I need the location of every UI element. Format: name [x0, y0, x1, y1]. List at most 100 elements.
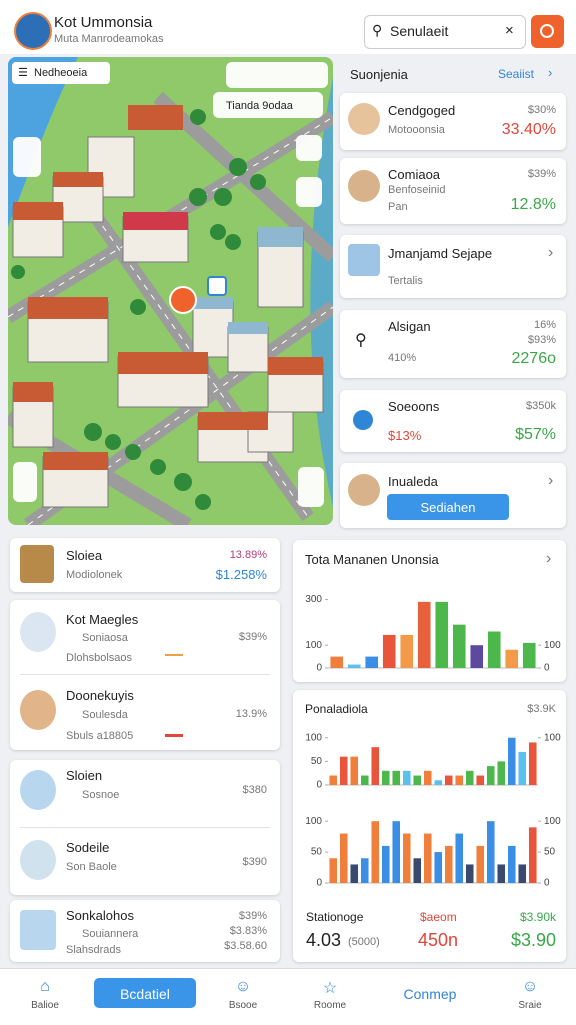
avatar: [348, 103, 380, 135]
card-value: $57%: [515, 426, 556, 443]
clear-button[interactable]: ×: [505, 22, 514, 39]
card-value: 33.40%: [501, 121, 556, 138]
button-icon: [540, 24, 554, 38]
icon: [20, 910, 56, 950]
icon: ⚲: [355, 332, 367, 349]
avatar: [20, 612, 56, 652]
stat-title: Stationoge: [306, 910, 364, 924]
app-title: Kot Ummonsia: [54, 14, 153, 31]
nav-icon: ☺: [521, 978, 539, 995]
chart-title: Ponaladiola: [305, 702, 368, 716]
nav-item[interactable]: Conmep: [403, 986, 457, 1002]
card-subtitle: Tertalis: [388, 275, 423, 287]
map-chip: Tianda 9odaa: [226, 100, 293, 112]
chevron: ›: [548, 472, 554, 489]
indicator: [165, 654, 183, 656]
card-subtitle: Motooonsia: [388, 124, 445, 136]
nav-item[interactable]: Balioe: [31, 1000, 59, 1011]
divider: [20, 827, 270, 828]
nav-button[interactable]: [94, 978, 196, 1008]
side-link[interactable]: Seaiist: [498, 67, 535, 81]
item-subtitle: Souiannera: [82, 928, 139, 940]
item-subtitle: Son Baole: [66, 861, 117, 873]
icon: [20, 840, 56, 880]
stat-value: $3.90: [510, 930, 556, 950]
chevron: ›: [548, 244, 554, 261]
search-icon: ⚲: [372, 22, 383, 38]
card-title: Alsigan: [388, 319, 431, 334]
item-value: $3.83%: [229, 925, 267, 937]
stat-value: 450n: [418, 930, 459, 950]
item-note: Slahsdrads: [66, 944, 122, 956]
item-subtitle: Soulesda: [82, 709, 128, 721]
map[interactable]: [8, 57, 333, 525]
card-title: Comiaoa: [388, 167, 441, 182]
stat-value: 4.03: [306, 930, 342, 950]
icon: [353, 410, 373, 430]
nav-icon: ☆: [322, 980, 338, 997]
avatar: [348, 474, 380, 506]
nav-item[interactable]: Bcdatiel: [120, 986, 170, 1002]
item-value: $3.58.60: [224, 940, 267, 952]
icon: [20, 770, 56, 810]
nav-item[interactable]: Sraie: [518, 1000, 542, 1011]
item-value: 13.89%: [229, 549, 267, 561]
card-value: $30%: [527, 104, 556, 116]
chart-title: Tota Mananen Unonsia: [305, 552, 439, 567]
side-card[interactable]: [340, 310, 566, 378]
nav-icon: ⌂: [40, 978, 50, 995]
item-value: $390: [242, 856, 267, 868]
item-title: Sonkalohos: [66, 908, 134, 923]
item-note: Sbuls a18805: [66, 730, 134, 742]
button-label: Sediahen: [420, 500, 476, 515]
item-subtitle: Modiolonek: [66, 569, 123, 581]
nav-item[interactable]: Bsooe: [228, 1000, 258, 1011]
card-subtitle: Benfoseinid: [388, 184, 446, 196]
side-title: Suonjenia: [350, 67, 408, 82]
card-value: $93%: [527, 334, 556, 346]
side-card[interactable]: [340, 390, 566, 452]
list-card[interactable]: [10, 538, 280, 592]
item-value: $380: [242, 784, 267, 796]
card-note: Pan: [388, 201, 408, 213]
avatar: [20, 690, 56, 730]
item-value: 13.9%: [235, 708, 267, 720]
icon: [20, 545, 54, 583]
item-title: Sloien: [66, 768, 103, 783]
item-subtitle: Soniaosa: [82, 632, 128, 644]
map-label-chip[interactable]: [12, 62, 110, 84]
side-link-arrow: ›: [548, 65, 553, 80]
item-title: Sodeile: [66, 840, 110, 855]
avatar[interactable]: [14, 12, 52, 50]
card-value: 16%: [533, 319, 556, 331]
card-subtitle: $13%: [388, 428, 422, 443]
item-value: $39%: [238, 631, 267, 643]
chart-card: [293, 690, 566, 962]
stat-label: $3.90k: [519, 910, 556, 924]
map-art: [8, 57, 333, 525]
app-subtitle: Muta Manrodeamokas: [54, 33, 164, 45]
avatar: [348, 170, 380, 202]
card-title: Jmanjamd Sejape: [388, 246, 493, 261]
chart-subtitle: $3.9K: [527, 703, 556, 715]
chevron[interactable]: ›: [546, 550, 552, 567]
stat-label: $aeom: [420, 910, 457, 924]
search-box[interactable]: [364, 15, 526, 49]
nav-item[interactable]: Roome: [313, 1000, 347, 1011]
item-value: $1.258%: [215, 567, 267, 582]
action-button[interactable]: [387, 494, 509, 520]
nav-icon: ☺: [234, 978, 252, 995]
card-value: 2276o: [511, 350, 557, 367]
item-value: $39%: [238, 910, 267, 922]
card-title: Soeoons: [388, 399, 440, 414]
card-value: $350k: [526, 400, 556, 412]
item-note: Dlohsbolsaos: [66, 652, 133, 664]
card-subtitle: 410%: [388, 352, 417, 364]
map-label: ☰: [18, 67, 28, 79]
item-title: Sloiea: [66, 548, 103, 563]
stat-note: (5000): [348, 936, 380, 948]
card-title: Inualeda: [388, 474, 438, 489]
bottom-nav: [0, 968, 576, 1025]
divider: [20, 674, 270, 675]
